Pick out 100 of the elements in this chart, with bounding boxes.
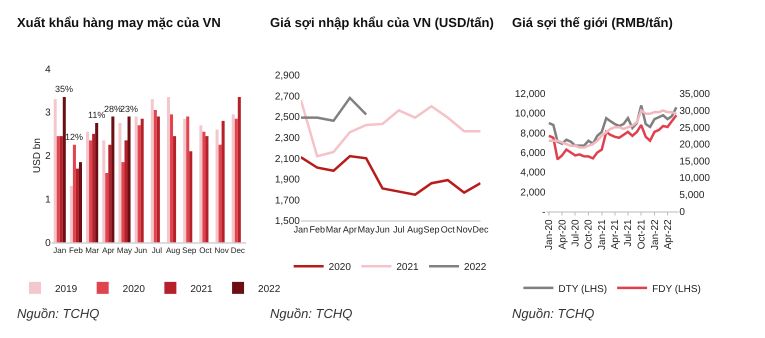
bar <box>173 136 176 242</box>
x-tick-label: Jul-20 <box>570 218 582 247</box>
y-tick-label: 2,000 <box>520 187 546 198</box>
bar <box>60 136 63 242</box>
x-tick-label: Oct-20 <box>584 218 595 250</box>
bar <box>62 97 66 242</box>
y-tick-label: 4,000 <box>520 168 546 179</box>
bar <box>108 144 112 242</box>
bar <box>154 110 157 242</box>
line-series <box>300 154 480 196</box>
x-tick-label: Mar <box>85 246 100 255</box>
bar <box>170 114 174 242</box>
bar <box>134 116 138 242</box>
bar <box>189 151 192 242</box>
legend-label: 2022 <box>464 262 487 274</box>
chart-title: Giá sợi thế giới (RMB/tấn) <box>512 15 673 30</box>
x-tick-label: Oct <box>440 224 456 234</box>
y2-tick-label: 10,000 <box>679 173 710 184</box>
bar <box>86 132 90 242</box>
bar <box>121 162 124 242</box>
y-axis-title: USD bn <box>32 138 44 174</box>
line-series <box>300 98 480 158</box>
bar <box>199 125 202 242</box>
bar <box>102 140 106 242</box>
legend-label: 2020 <box>328 262 352 274</box>
x-tick-label: Jan <box>53 246 66 255</box>
x-tick-label: Apr-21 <box>610 218 622 250</box>
chart-title: Giá sợi nhập khẩu của VN (USD/tấn) <box>270 15 494 30</box>
legend-label: 2019 <box>55 284 78 295</box>
bar <box>56 136 60 242</box>
x-tick-label: Apr <box>102 246 115 255</box>
y-tick-label: 2 <box>45 151 52 162</box>
legend-label: 2021 <box>396 262 420 274</box>
y-tick-label: 1 <box>45 194 52 206</box>
y-tick-label: - <box>542 206 546 218</box>
x-tick-label: Feb <box>309 224 325 234</box>
y2-tick-label: 5,000 <box>679 190 705 202</box>
y-tick-label: 3 <box>45 108 52 119</box>
legend-label: 2022 <box>258 284 281 295</box>
x-tick-label: May <box>116 246 132 255</box>
bar <box>205 136 208 242</box>
bar <box>183 118 186 242</box>
bar <box>140 118 144 242</box>
x-tick-label: Jan <box>294 224 308 234</box>
bar <box>216 130 219 242</box>
bar <box>234 118 238 242</box>
y-tick-label: 0 <box>45 238 52 249</box>
x-tick-label: Oct-21 <box>636 218 648 250</box>
y-tick-label: 2,100 <box>274 154 300 165</box>
y-tick-label: 2,500 <box>274 112 300 124</box>
bar <box>202 132 206 242</box>
y-tick-label: 2,300 <box>274 132 300 144</box>
y-tick-label: 4 <box>45 64 52 76</box>
bar <box>76 168 79 242</box>
text: Nguồn: TCHQ <box>17 306 100 321</box>
y2-tick-label: 15,000 <box>679 156 710 168</box>
y-tick-label: 1,900 <box>274 174 300 186</box>
x-tick-label: Apr <box>342 224 357 234</box>
x-tick-label: Feb <box>69 246 84 255</box>
text: Nguồn: TCHQ <box>270 306 352 321</box>
x-tick-label: Apr-20 <box>557 218 568 250</box>
y2-tick-label: 0 <box>679 206 686 218</box>
text: Nguồn: TCHQ <box>512 306 594 321</box>
bar <box>166 97 170 242</box>
x-tick-label: Sep <box>423 224 440 234</box>
bar <box>186 116 190 242</box>
x-tick-label: Jan-22 <box>650 218 661 250</box>
line-series <box>300 96 368 122</box>
bar <box>238 97 241 242</box>
y2-tick-label: 35,000 <box>679 89 710 100</box>
x-tick-label: Jul <box>152 246 162 255</box>
legend-label: 2021 <box>190 284 214 295</box>
line-series <box>548 114 678 161</box>
annotation: 35% <box>55 84 74 94</box>
bar <box>118 123 122 242</box>
x-tick-label: Nov <box>214 246 229 255</box>
bar <box>54 99 57 242</box>
bar <box>138 125 141 242</box>
x-tick-label: May <box>358 224 376 234</box>
annotation: 11% <box>88 110 106 120</box>
y2-tick-label: 20,000 <box>679 140 710 151</box>
legend-label: 2020 <box>122 284 146 295</box>
y-tick-label: 12,000 <box>514 89 546 100</box>
bar <box>105 172 108 242</box>
bar <box>232 114 235 242</box>
y-tick-label: 1,500 <box>274 216 300 228</box>
y-tick-label: 6,000 <box>520 148 546 159</box>
y-tick-label: 2,700 <box>274 91 300 102</box>
y-tick-label: 2,900 <box>274 70 300 82</box>
bar <box>89 140 92 242</box>
bar <box>95 123 98 242</box>
bar <box>78 162 82 242</box>
x-tick-label: Dec <box>230 246 245 255</box>
y-tick-label: 8,000 <box>520 128 546 140</box>
x-tick-label: Jul-21 <box>623 218 634 247</box>
x-tick-label: Sep <box>182 246 197 255</box>
bar <box>222 120 225 242</box>
x-tick-label: Aug <box>407 224 424 234</box>
bar <box>150 99 154 242</box>
bar <box>124 140 128 242</box>
